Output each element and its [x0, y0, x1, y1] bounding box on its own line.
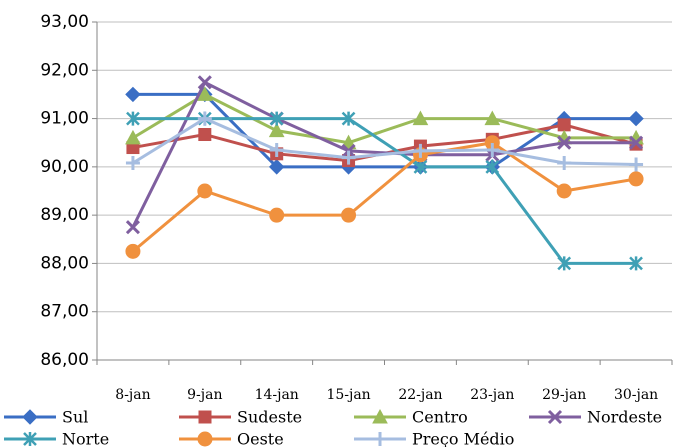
x-tick-label: 15-jan	[326, 387, 370, 403]
marker	[197, 183, 213, 199]
legend-label: Nordeste	[587, 408, 662, 427]
marker	[547, 409, 563, 425]
marker	[485, 142, 500, 157]
legend-item: Sul	[4, 408, 88, 427]
marker	[629, 256, 643, 271]
y-tick-label: 86,00	[40, 350, 89, 370]
x-tick-label: 30-jan	[614, 387, 658, 403]
y-tick-label: 93,00	[40, 12, 89, 32]
marker	[484, 110, 501, 126]
marker	[341, 207, 357, 223]
marker	[197, 75, 212, 90]
legend-label: Norte	[62, 430, 109, 447]
legend-label: Centro	[412, 408, 468, 427]
marker	[268, 159, 285, 175]
legend-item: Sudeste	[179, 408, 302, 427]
series-line	[132, 92, 637, 145]
series-line	[131, 141, 637, 253]
marker	[556, 183, 572, 199]
marker	[197, 111, 212, 126]
series-line	[132, 116, 637, 166]
legend-item: Nordeste	[529, 408, 662, 427]
x-tick-label: 29-jan	[542, 387, 586, 403]
y-tick-label: 91,00	[40, 109, 89, 129]
x-tick-label: 23-jan	[470, 387, 514, 403]
marker	[557, 256, 572, 271]
x-tick-label: 22-jan	[398, 387, 442, 403]
marker	[628, 110, 644, 127]
legend-label: Sul	[62, 408, 88, 427]
marker	[22, 409, 38, 425]
series-line	[132, 117, 637, 265]
y-tick-label: 89,00	[40, 205, 89, 225]
legend-item: Oeste	[179, 430, 284, 447]
y-tick-label: 88,00	[40, 253, 89, 273]
x-tick-label: 8-jan	[115, 387, 150, 403]
marker	[412, 110, 429, 126]
y-tick-label: 92,00	[40, 60, 89, 80]
marker	[269, 207, 285, 223]
marker	[629, 135, 644, 150]
marker	[125, 86, 141, 103]
marker	[125, 243, 141, 259]
series	[125, 111, 644, 172]
legend-label: Sudeste	[237, 408, 302, 427]
y-tick-label: 87,00	[40, 302, 89, 322]
marker	[269, 142, 284, 157]
legend: Sul Sudeste Centro Nordeste Norte Oeste Preço …	[4, 408, 662, 447]
marker	[629, 157, 644, 172]
marker	[341, 111, 356, 126]
marker	[269, 111, 284, 126]
marker	[198, 128, 212, 142]
marker	[373, 432, 387, 446]
marker	[485, 159, 500, 174]
legend-label: Preço Médio	[412, 430, 514, 447]
x-tick-label: 14-jan	[255, 387, 299, 403]
marker	[125, 220, 140, 235]
marker	[198, 410, 212, 424]
marker	[557, 155, 572, 170]
legend-item: Preço Médio	[354, 430, 514, 447]
marker	[196, 86, 213, 101]
marker	[557, 118, 571, 132]
marker	[125, 155, 140, 170]
marker	[197, 431, 213, 447]
y-tick-label: 90,00	[40, 157, 89, 177]
x-tick-label: 9-jan	[187, 387, 222, 403]
marker	[557, 135, 572, 150]
legend-label: Oeste	[237, 430, 284, 447]
marker	[413, 143, 428, 158]
marker	[628, 171, 644, 187]
marker	[126, 111, 140, 126]
legend-item: Norte	[4, 430, 109, 447]
marker	[125, 129, 141, 145]
marker	[23, 432, 37, 446]
marker	[341, 150, 356, 165]
marker	[372, 408, 388, 424]
marker	[268, 122, 285, 138]
legend-item: Centro	[354, 408, 468, 427]
